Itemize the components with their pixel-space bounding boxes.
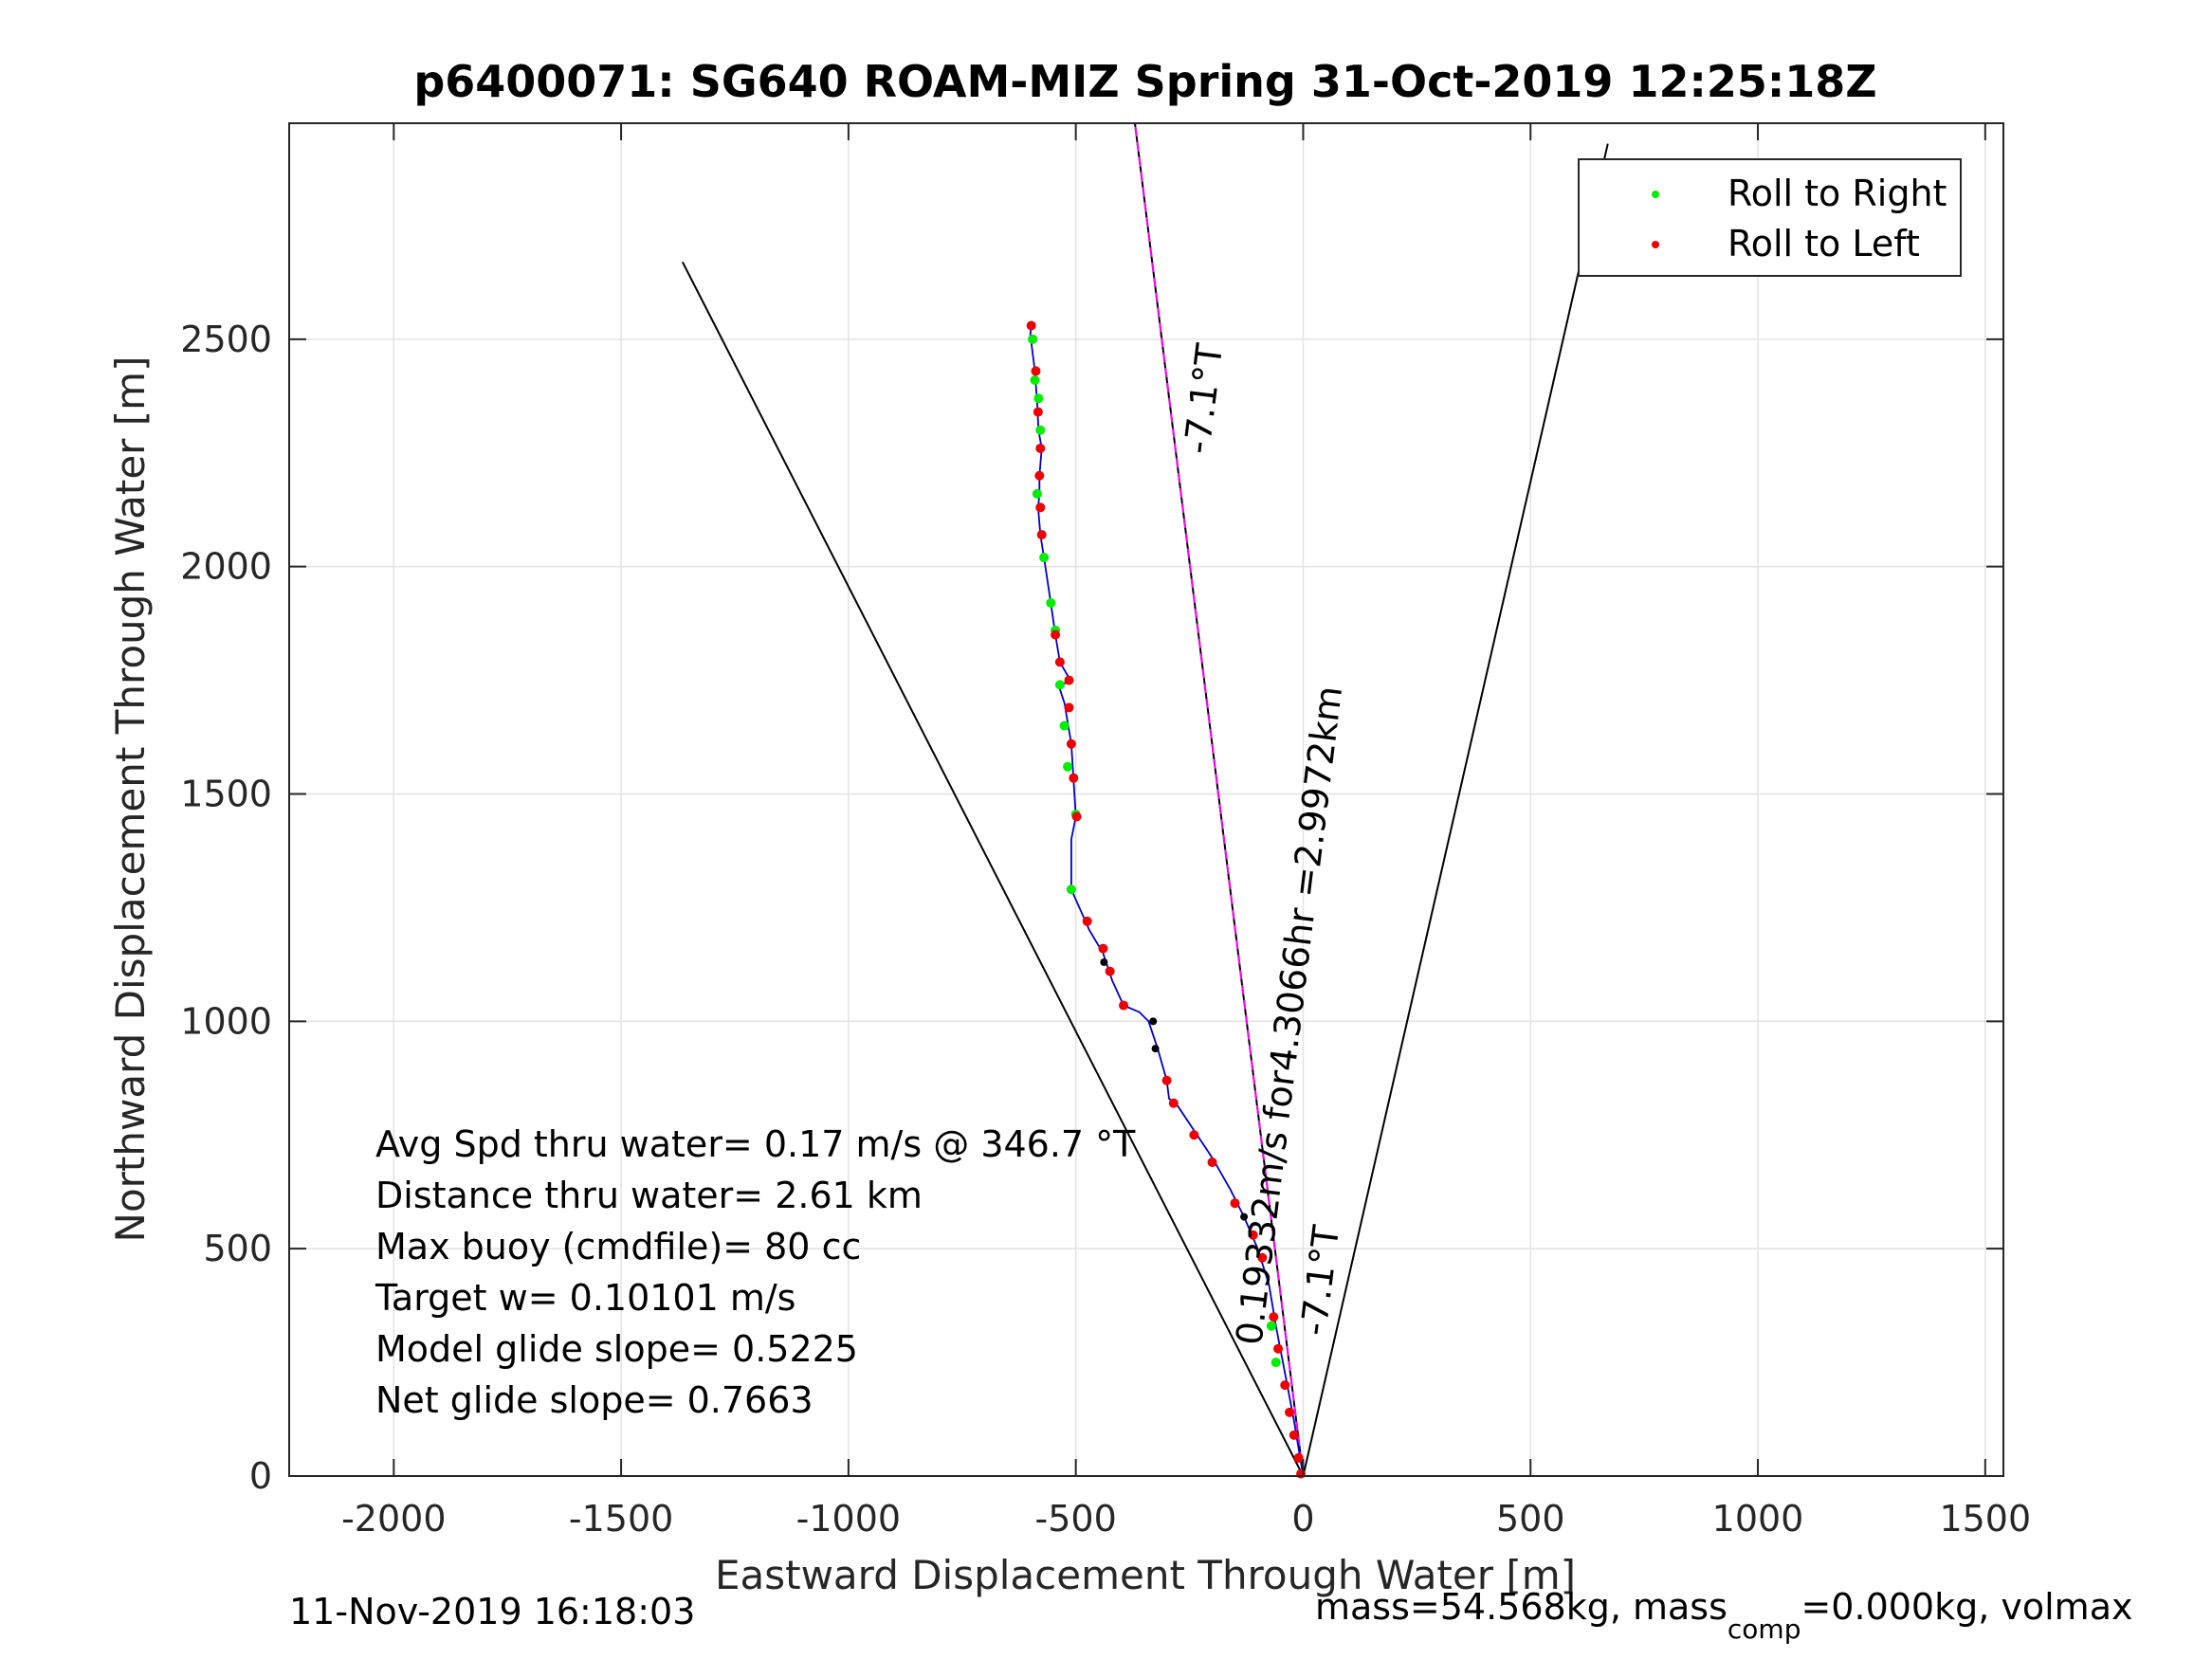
roll-left-point	[1273, 1343, 1284, 1354]
x-tick-label: -500	[1035, 1498, 1117, 1540]
y-tick-label: 2500	[180, 319, 272, 360]
footer-timestamp: 11-Nov-2019 16:18:03	[289, 1591, 695, 1632]
roll-left-point	[1036, 530, 1047, 540]
other-point	[1149, 1017, 1158, 1026]
x-tick-label: -2000	[341, 1498, 446, 1540]
guide-line-left-bound	[681, 261, 1305, 1477]
annotation-distance: Distance thru water= 2.61 km	[375, 1175, 923, 1216]
x-axis-label: Eastward Displacement Through Water [m]	[715, 1552, 1576, 1598]
plot-area	[289, 123, 2003, 1476]
other-point	[1151, 1045, 1160, 1053]
x-tick-label: 1000	[1712, 1498, 1804, 1540]
roll-right-point	[1028, 334, 1038, 344]
roll-right-point	[1059, 720, 1069, 731]
roll-left-point	[1035, 502, 1046, 513]
axis-ticks: -2000 -1500 -1000 -500 0 500 1000 1500 0 500 1000 1…	[180, 123, 2031, 1540]
legend-label-roll-left: Roll to Left	[1728, 223, 1920, 264]
footer-mass-prefix: mass=54.568kg, mass	[1315, 1586, 1728, 1628]
annotation-model-glide: Model glide slope= 0.5225	[375, 1328, 858, 1370]
roll-right-point	[1054, 680, 1065, 690]
roll-left-point	[1071, 811, 1082, 822]
annotation-block: Avg Spd thru water= 0.17 m/s @ 346.7 °T …	[375, 1123, 1136, 1421]
legend-box	[1578, 158, 1962, 277]
y-tick-label: 1500	[180, 774, 272, 815]
roll-left-point	[1248, 1230, 1258, 1240]
roll-left-point	[1280, 1380, 1290, 1391]
roll-right-point	[1271, 1358, 1281, 1368]
roll-right-point	[1266, 1321, 1276, 1331]
roll-left-point	[1257, 1252, 1268, 1263]
y-tick-label: 500	[203, 1228, 272, 1269]
plot-frame	[288, 122, 2004, 1477]
roll-right-point	[1066, 884, 1076, 895]
x-tick-label: 0	[1291, 1498, 1314, 1540]
legend-marker-roll-left	[1652, 241, 1659, 248]
roll-left-point	[1269, 1312, 1279, 1322]
annotation-net-glide: Net glide slope= 0.7663	[375, 1379, 814, 1421]
roll-left-point	[1189, 1130, 1199, 1140]
roll-right-point	[1033, 393, 1044, 404]
other-point	[1240, 1212, 1249, 1221]
y-axis-label: Northward Displacement Through Water [m]	[107, 356, 154, 1243]
guide-lines	[681, 122, 1609, 1477]
roll-left-point	[1064, 675, 1074, 685]
roll-left-point	[1285, 1407, 1295, 1417]
roll-left-point	[1296, 1468, 1307, 1479]
footer-mass-info: mass=54.568kg, masscomp=0.000kg, volmax	[1315, 1586, 2132, 1645]
roll-left-point	[1230, 1198, 1240, 1209]
x-tick-label: -1000	[796, 1498, 901, 1540]
annotation-target-w: Target w= 0.10101 m/s	[375, 1277, 795, 1319]
y-tick-label: 0	[249, 1455, 272, 1497]
roll-left-point	[1033, 407, 1043, 417]
chart-title: p6400071: SG640 ROAM-MIZ Spring 31-Oct-2…	[413, 56, 1876, 107]
roll-left-point	[1035, 443, 1046, 453]
roll-left-point	[1034, 470, 1045, 481]
roll-right-point	[1035, 425, 1046, 435]
roll-left-point	[1293, 1452, 1304, 1463]
roll-right-point	[1039, 553, 1050, 563]
roll-left-point	[1066, 738, 1076, 749]
y-tick-label: 2000	[180, 546, 272, 588]
annotation-avg-speed: Avg Spd thru water= 0.17 m/s @ 346.7 °T	[375, 1123, 1136, 1165]
roll-left-point	[1051, 629, 1061, 640]
guide-line-right-bound	[1302, 143, 1609, 1477]
roll-left-point	[1289, 1430, 1299, 1440]
roll-left-point	[1119, 1000, 1129, 1011]
roll-left-point	[1082, 916, 1092, 926]
legend-marker-roll-right	[1652, 191, 1659, 198]
roll-left-point	[1026, 320, 1036, 331]
y-tick-label: 1000	[180, 1000, 272, 1042]
roll-left-point	[1168, 1098, 1179, 1108]
roll-left-point	[1064, 702, 1074, 713]
other-point	[1100, 957, 1108, 966]
roll-right-point	[1046, 598, 1056, 609]
roll-right-point	[1032, 488, 1042, 499]
footer-mass-suffix: =0.000kg, volmax	[1801, 1586, 2132, 1628]
footer-mass-subscript: comp	[1728, 1613, 1801, 1645]
roll-left-point	[1054, 657, 1065, 667]
x-tick-label: 1500	[1939, 1498, 2031, 1540]
roll-left-point	[1098, 943, 1108, 954]
roll-left-point	[1031, 366, 1041, 376]
annotation-max-buoy: Max buoy (cmdfile)= 80 cc	[375, 1226, 861, 1267]
heading-line-black	[1134, 122, 1305, 1477]
legend-label-roll-right: Roll to Right	[1728, 173, 1947, 214]
roll-left-point	[1207, 1158, 1217, 1168]
roll-right-point	[1063, 761, 1073, 772]
roll-left-point	[1069, 773, 1079, 783]
x-tick-label: -1500	[569, 1498, 673, 1540]
roll-left-point	[1161, 1075, 1172, 1085]
roll-right-point	[1030, 375, 1040, 386]
roll-left-point	[1105, 966, 1115, 976]
legend: Roll to Right Roll to Left	[1578, 158, 1962, 277]
x-tick-label: 500	[1496, 1498, 1565, 1540]
